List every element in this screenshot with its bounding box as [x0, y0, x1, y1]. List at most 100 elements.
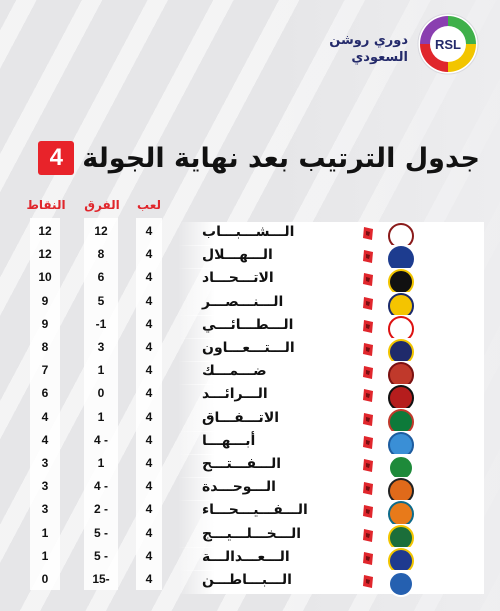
team-name-bar: [178, 430, 484, 455]
team-name: الـــشـــبـــاب: [202, 224, 295, 240]
points-cell: 1: [41, 525, 49, 540]
goal-diff-cell: 5: [97, 293, 105, 308]
points-cell: 9: [41, 293, 49, 308]
table-row: الـــرائـــد 4 0 6: [0, 382, 500, 412]
team-name: أبـــهـــا: [202, 432, 256, 449]
rsl-badge-icon: RSL: [417, 13, 479, 75]
team-name: الـــطـــائـــي: [202, 316, 294, 333]
team-crest-icon: [388, 385, 414, 412]
played-cell: 4: [145, 386, 153, 401]
points-cell: 3: [41, 502, 49, 517]
played-cell: 4: [145, 363, 153, 378]
red-flag-icon: [363, 250, 373, 264]
points-cell: 3: [41, 456, 49, 470]
team-crest-icon: [388, 431, 414, 458]
red-flag-icon: [363, 319, 373, 333]
table-row: الـــطـــائـــي 4 -1 9: [0, 313, 500, 342]
table-row: الـــفـــتـــح 4 1 3: [0, 452, 500, 481]
goal-diff-cell: 5 -: [93, 548, 108, 563]
team-crest-icon: [388, 524, 414, 551]
team-name-bar: [178, 245, 484, 270]
team-crest-icon: [388, 571, 414, 597]
team-crest-icon: [388, 246, 414, 273]
team-name-bar: [178, 570, 484, 594]
red-flag-icon: [363, 343, 373, 356]
header-diff: الفرق: [84, 198, 120, 212]
played-cell: 4: [145, 432, 153, 447]
round-badge: 4: [38, 141, 75, 175]
red-flag-icon: [363, 575, 373, 588]
played-cell: 4: [145, 572, 153, 586]
table-row: الاتـــفـــاق 4 1 4: [0, 406, 500, 435]
goal-diff-cell: 8: [97, 247, 105, 262]
played-cell: 4: [145, 247, 153, 262]
points-cell: 9: [41, 316, 49, 331]
team-name: الـــفـــتـــح: [202, 456, 282, 472]
red-flag-icon: [363, 459, 373, 472]
table-row: الـــبـــاطـــن 4 15- 0: [0, 568, 500, 597]
table-row: الـــتـــعـــاون 4 3 8: [0, 336, 500, 365]
goal-diff-cell: 1: [97, 409, 105, 424]
svg-text:RSL: RSL: [435, 37, 461, 52]
team-name-bar: [178, 222, 484, 246]
points-cell: 8: [41, 340, 49, 354]
league-name: دوري روشن السعودي: [328, 32, 408, 66]
title-text: جدول الترتيب بعد نهاية الجولة: [82, 142, 480, 174]
played-cell: 4: [145, 409, 153, 424]
goal-diff-cell: 4 -: [93, 479, 108, 494]
team-name-bar: [178, 477, 484, 502]
played-cell: 4: [145, 525, 153, 540]
points-cell: 4: [41, 432, 49, 447]
diff-column-panel: [84, 218, 118, 590]
table-row: الـــخـــلـــيـــج 4 5 - 1: [0, 522, 500, 551]
points-cell: 0: [41, 572, 49, 586]
team-name: الـــتـــعـــاون: [202, 340, 295, 356]
team-name-bar: [178, 314, 484, 339]
goal-diff-cell: 6: [97, 270, 105, 285]
team-name: الـــرائـــد: [202, 386, 268, 403]
header-points: النقاط: [26, 198, 66, 212]
team-name-bar: [178, 454, 484, 478]
played-cell: 4: [145, 548, 153, 563]
team-name: الـــوحـــدة: [202, 479, 276, 496]
red-flag-icon: [363, 505, 373, 519]
team-name-bar: [178, 338, 484, 362]
team-name-bar: [178, 546, 484, 571]
header-played: لعب: [137, 198, 161, 212]
red-flag-icon: [363, 528, 373, 542]
team-name: الـــهـــلال: [202, 247, 273, 264]
played-cell: 4: [145, 456, 153, 470]
points-cell: 10: [38, 270, 52, 285]
red-flag-icon: [363, 389, 373, 403]
goal-diff-cell: 5 -: [93, 525, 108, 540]
league-name-line1: دوري روشن: [329, 33, 408, 48]
table-row: الـــشـــبـــاب 4 12 12: [0, 220, 500, 249]
red-flag-icon: [363, 412, 373, 426]
team-name: الـــنـــصـــر: [202, 293, 284, 310]
goal-diff-cell: 0: [97, 386, 105, 401]
points-column-panel: [30, 218, 60, 590]
played-cell: 4: [145, 293, 153, 308]
points-cell: 4: [41, 409, 49, 424]
table-row: الاتـــحـــاد 4 6 10: [0, 266, 500, 296]
team-name: الاتـــحـــاد: [202, 270, 274, 287]
points-cell: 12: [38, 247, 52, 262]
team-name-bar: [178, 291, 484, 316]
team-name: ضـــمـــك: [202, 363, 267, 380]
team-name: الـــعـــدالـــة: [202, 548, 290, 565]
red-flag-icon: [363, 366, 373, 380]
goal-diff-cell: 2 -: [93, 502, 108, 517]
goal-diff-cell: 3: [97, 340, 105, 354]
goal-diff-cell: -1: [95, 316, 107, 331]
team-crest-icon: [388, 269, 414, 296]
played-cell: 4: [145, 340, 153, 354]
red-flag-icon: [363, 435, 373, 449]
table-row: الـــنـــصـــر 4 5 9: [0, 290, 500, 319]
red-flag-icon: [363, 551, 373, 565]
page-title: جدول الترتيب بعد نهاية الجولة 4: [38, 140, 480, 176]
table-row: الـــوحـــدة 4 4 - 3: [0, 475, 500, 505]
table-row: ضـــمـــك 4 1 7: [0, 359, 500, 389]
league-name-line2: السعودي: [351, 50, 408, 65]
points-cell: 7: [41, 363, 49, 378]
played-cell: 4: [145, 270, 153, 285]
